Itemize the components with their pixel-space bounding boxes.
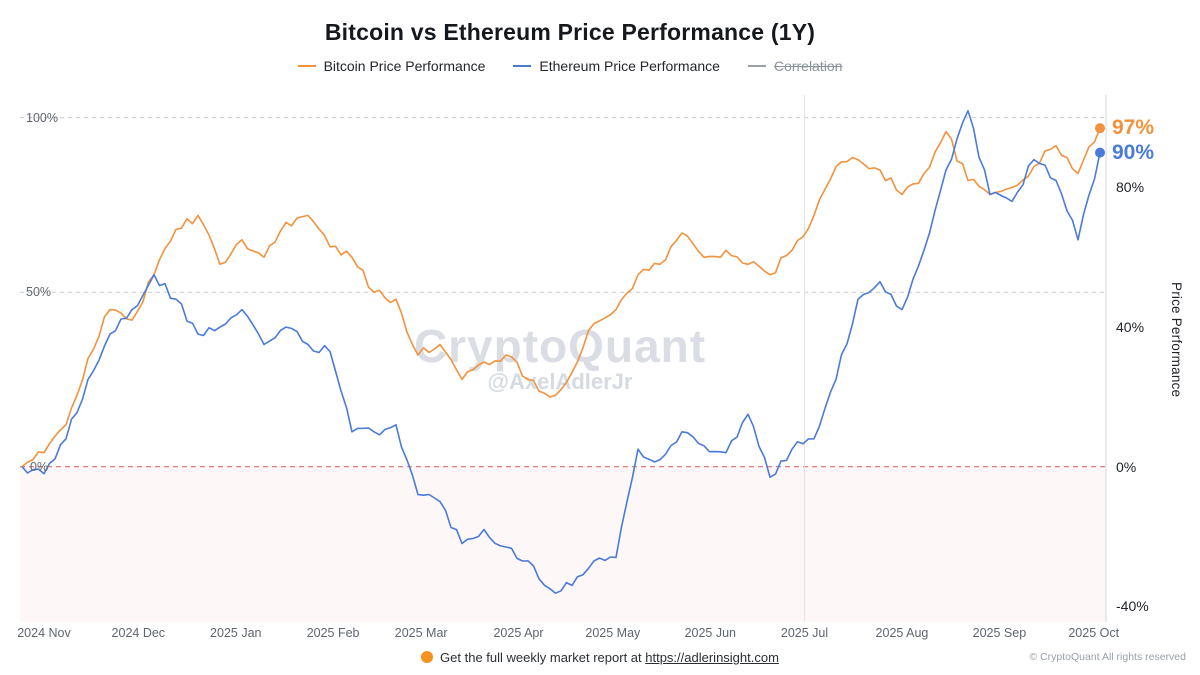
ethereum-line-swatch-icon <box>513 65 532 67</box>
footer-link[interactable]: https://adlerinsight.com <box>645 650 779 665</box>
series-line-bitcoin <box>21 127 1101 468</box>
right-axis-title: Price Performance <box>1169 282 1184 398</box>
chart-title: Bitcoin vs Ethereum Price Performance (1… <box>324 19 816 45</box>
footer-text: Get the full weekly market report at <box>440 650 646 665</box>
legend-label-correlation: Correlation <box>773 58 843 74</box>
legend-label-bitcoin: Bitcoin Price Performance <box>323 58 486 74</box>
correlation-line-swatch-icon <box>747 65 766 67</box>
end-dot-ethereum <box>1095 147 1105 158</box>
orange-dot-icon <box>421 651 434 663</box>
legend-item-correlation[interactable]: Correlation <box>747 58 843 74</box>
legend-label-ethereum: Ethereum Price Performance <box>539 58 720 74</box>
copyright-notice: © CryptoQuant All rights reserved <box>1029 651 1186 663</box>
bitcoin-line-swatch-icon <box>297 65 316 67</box>
chart-legend: Bitcoin Price Performance Ethereum Price… <box>0 58 1140 74</box>
footer-note: Get the full weekly market report at htt… <box>0 650 1200 665</box>
negative-zone-shading <box>20 466 1106 622</box>
end-dot-bitcoin <box>1095 123 1105 134</box>
series-line-ethereum <box>21 109 1101 594</box>
legend-item-ethereum[interactable]: Ethereum Price Performance <box>513 58 720 74</box>
legend-item-bitcoin[interactable]: Bitcoin Price Performance <box>297 58 486 74</box>
